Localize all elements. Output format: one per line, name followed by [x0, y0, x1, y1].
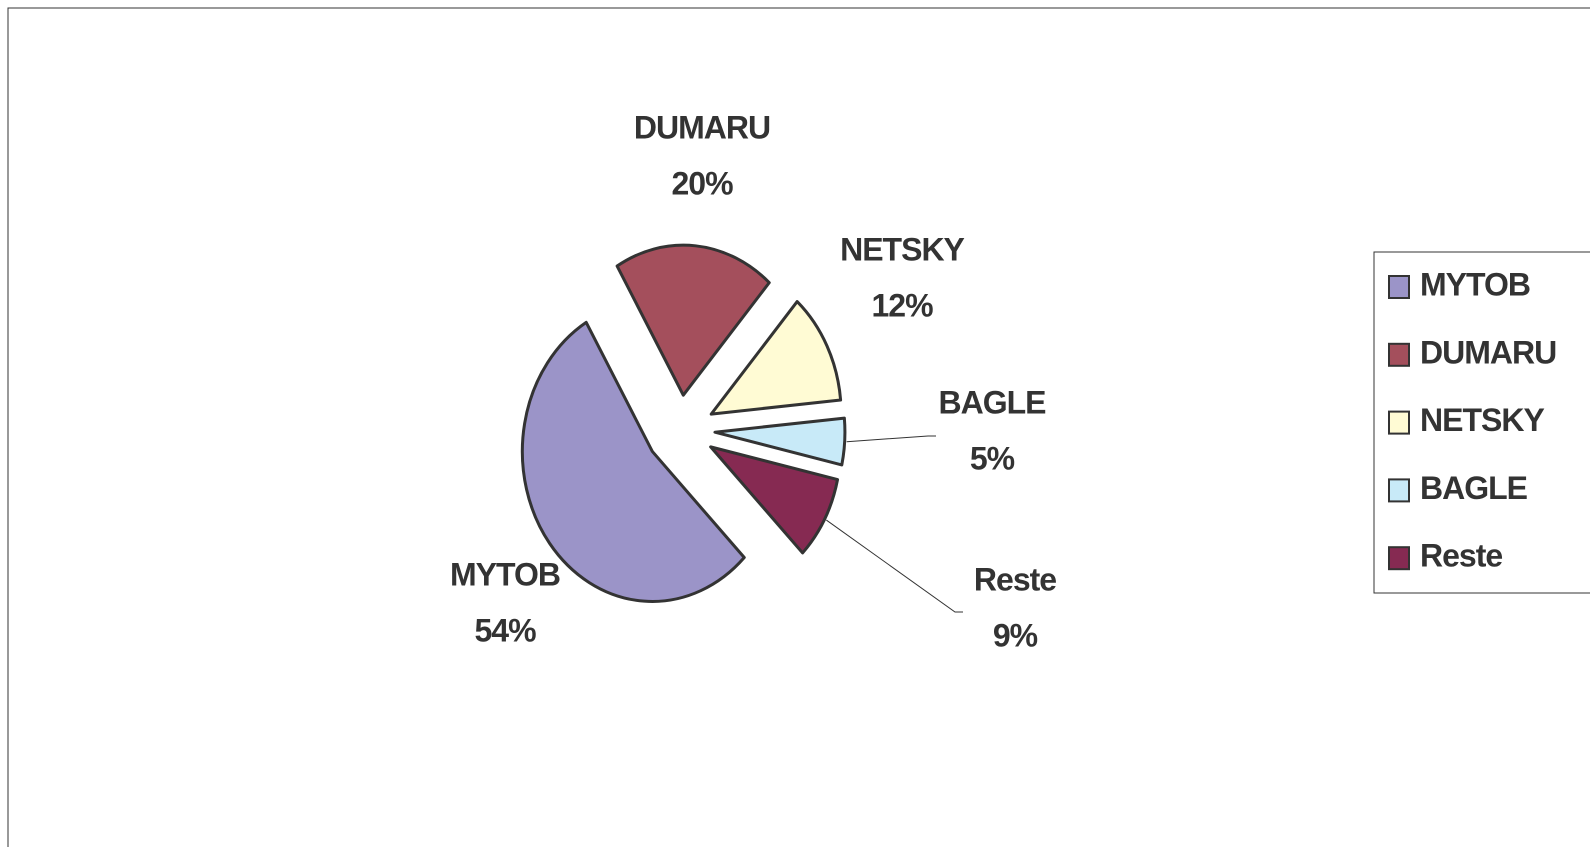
- pie-slice: [520, 320, 746, 603]
- legend-swatch: [1388, 546, 1410, 571]
- legend-swatch: [1388, 275, 1410, 299]
- data-label-value: 54%: [474, 612, 536, 648]
- data-label-value: 9%: [993, 617, 1038, 653]
- data-label-name: DUMARU: [634, 109, 770, 145]
- legend-swatch: [1388, 478, 1410, 503]
- legend-swatch: [1388, 410, 1410, 435]
- pie-slice: [709, 445, 840, 555]
- data-label-name: Reste: [974, 561, 1056, 597]
- legend-label: MYTOB: [1420, 266, 1530, 302]
- data-label-name: MYTOB: [450, 556, 560, 592]
- pie-slice: [709, 300, 843, 416]
- leader-line: [826, 519, 963, 613]
- data-label-name: NETSKY: [840, 231, 964, 267]
- pie-slice: [615, 243, 771, 397]
- data-label-value: 12%: [871, 287, 933, 323]
- legend-swatch: [1388, 342, 1410, 367]
- legend-label: BAGLE: [1420, 470, 1528, 506]
- legend-label: Reste: [1420, 538, 1502, 574]
- legend-label: NETSKY: [1420, 402, 1544, 438]
- pie-slice: [713, 416, 847, 467]
- data-label-name: BAGLE: [939, 384, 1047, 420]
- data-label-value: 20%: [671, 165, 733, 201]
- legend-label: DUMARU: [1420, 334, 1556, 370]
- data-label-value: 5%: [970, 440, 1015, 476]
- leader-line: [846, 435, 936, 443]
